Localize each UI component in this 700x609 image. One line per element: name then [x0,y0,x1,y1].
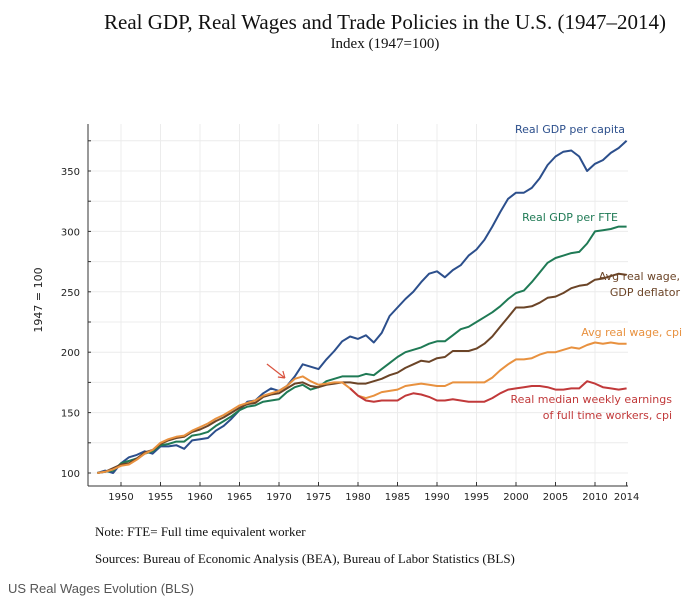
x-tick-label: 1970 [266,492,291,503]
series-label-avg-real-wage-cpi: Avg real wage, cpi [581,326,682,339]
x-tick-label: 1995 [464,492,489,503]
chart-subtitle: Index (1947=100) [330,36,440,52]
x-tick-label: 1955 [148,492,173,503]
x-tick-label: 2000 [503,492,528,503]
series-label-avg-real-wage-gdp-deflator: GDP deflator [610,286,681,299]
chart-title: Real GDP, Real Wages and Trade Policies … [104,10,666,34]
y-tick-label: 100 [61,469,80,480]
series-line-real-gdp-per-capita [97,140,628,474]
x-tick-label: 1950 [108,492,133,503]
x-tick-label: 1960 [187,492,212,503]
y-axis-label: 1947 = 100 [32,267,45,332]
series-label-avg-real-wage-gdp-deflator: Avg real wage, [599,270,680,283]
annotation-arrow [266,363,286,379]
y-tick-label: 150 [61,409,80,420]
x-tick-label: 2010 [582,492,607,503]
x-tick-label: 2005 [543,492,568,503]
series-labels: Real GDP per capita Real GDP per FTE Avg r… [511,123,682,422]
series-label-real-median-weekly-earnings: Real median weekly earnings [511,393,673,406]
series-line-avg-real-wage-cpi [97,341,627,474]
x-tick-label: 1965 [227,492,252,503]
series-label-real-gdp-per-fte: Real GDP per FTE [522,211,618,224]
image-caption: US Real Wages Evolution (BLS) [8,581,194,596]
x-tick-label: 1985 [385,492,410,503]
series-label-real-median-weekly-earnings: of full time workers, cpi [543,409,672,422]
x-tick-label: 1975 [306,492,331,503]
grid [88,124,628,486]
series-line-real-gdp-per-fte [97,225,627,474]
line-chart: 100 150 200 250 300 350 1950 1955 1960 1965 1970 19… [32,123,682,503]
y-tick-label: 200 [61,348,80,359]
series-line-real-median-weekly-earnings [349,380,627,403]
y-tick-label: 250 [61,288,80,299]
footnote: Note: FTE= Full time equivalent worker [95,524,306,539]
sources-note: Sources: Bureau of Economic Analysis (BE… [95,551,515,566]
y-tick-label: 300 [61,227,80,238]
axes: 100 150 200 250 300 350 1950 1955 1960 1965 1970 19… [61,124,639,503]
series-group [97,140,628,474]
series-label-real-gdp-per-capita: Real GDP per capita [515,123,625,136]
annotation-arrow-head [277,370,286,379]
x-tick-label: 1990 [424,492,449,503]
y-tick-label: 350 [61,167,80,178]
annotation-arrow-shaft [266,363,286,379]
series-line-avg-real-wage-gdp-deflator [97,272,627,474]
x-tick-label: 2014 [614,492,639,503]
x-tick-label: 1980 [345,492,370,503]
